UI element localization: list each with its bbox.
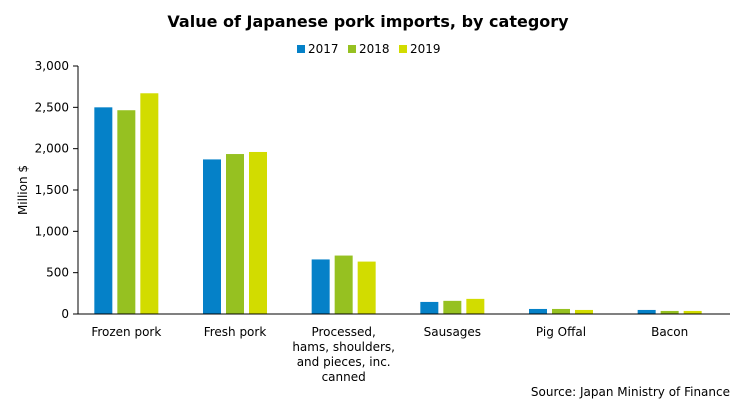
bars <box>94 93 702 314</box>
y-tick-label: 1,500 <box>35 183 69 197</box>
bar-2018 <box>552 308 570 314</box>
bar-2017 <box>420 301 439 314</box>
y-axis-label: Million $ <box>16 165 30 215</box>
x-tick-label: Pig Offal <box>536 325 586 339</box>
y-tick-label: 500 <box>46 266 69 280</box>
bar-2019 <box>357 261 376 314</box>
chart-title: Value of Japanese pork imports, by categ… <box>167 12 569 31</box>
legend-label: 2019 <box>410 42 441 56</box>
bar-2017 <box>529 308 547 314</box>
bar-2017 <box>637 309 656 314</box>
bar-2018 <box>660 310 679 314</box>
bar-2019 <box>683 310 702 314</box>
bar-2017 <box>311 259 330 314</box>
bar-2018 <box>334 255 353 314</box>
y-tick-label: 1,000 <box>35 224 69 238</box>
bar-2017 <box>94 107 113 314</box>
bar-2019 <box>575 309 593 314</box>
bar-2019 <box>466 298 485 314</box>
legend: 2017 2018 2019 <box>297 42 441 56</box>
x-axis: Frozen pork Fresh pork Processed, hams, sho… <box>78 313 730 384</box>
y-tick-label: 3,000 <box>35 59 69 73</box>
bar-2019 <box>140 93 159 314</box>
y-tick-label: 0 <box>61 307 69 321</box>
bar-2018 <box>226 154 244 314</box>
x-tick-label: Processed, hams, shoulders, and pieces, in… <box>292 325 395 384</box>
legend-label: 2017 <box>308 42 339 56</box>
bar-2018 <box>117 110 136 314</box>
x-tick-label: Frozen pork <box>91 325 161 339</box>
source-note: Source: Japan Ministry of Finance <box>531 385 730 399</box>
bar-2017 <box>203 159 221 314</box>
x-tick-label: Sausages <box>424 325 481 339</box>
legend-swatch <box>399 45 407 53</box>
x-tick-label: Fresh pork <box>204 325 267 339</box>
y-axis: 0 500 1,000 1,500 2,000 2,500 3,000 <box>35 59 79 321</box>
x-tick-label: Bacon <box>651 325 688 339</box>
legend-label: 2018 <box>359 42 390 56</box>
bar-2018 <box>443 300 462 314</box>
legend-swatch <box>348 45 356 53</box>
y-tick-label: 2,000 <box>35 142 69 156</box>
legend-swatch <box>297 45 305 53</box>
y-tick-label: 2,500 <box>35 100 69 114</box>
bar-2019 <box>249 151 267 314</box>
